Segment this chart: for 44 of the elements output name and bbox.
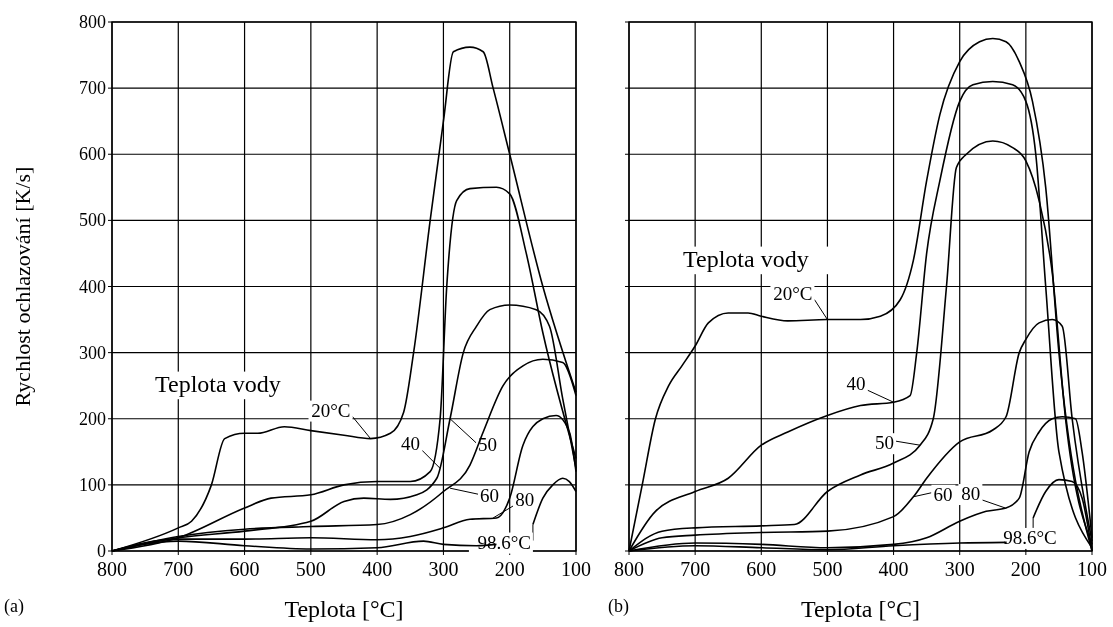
x-tick-label: 200 [494,558,525,580]
x-tick-label: 700 [163,558,194,580]
annotation: 80 [961,483,981,505]
x-tick-label: 800 [97,558,127,580]
x-tick-label: 600 [229,558,260,580]
x-tick-label: 300 [428,558,459,580]
x-tick-label: 100 [561,558,591,580]
text: (a) [4,596,24,617]
annotation: 40 [846,373,866,395]
annotation: 98.6°C [477,531,531,553]
annotation: Teplota vody [683,246,809,272]
annotation: 60 [480,485,500,507]
x-tick-label: 400 [878,558,909,580]
annotation: 40 [401,433,421,455]
x-tick-label: 700 [680,558,711,580]
annotation: 98.6°C [1003,526,1057,548]
x-tick-label: 600 [746,558,777,580]
x-axis-title: Teplota [°C] [284,596,404,622]
x-tick-label: 300 [944,558,975,580]
y-tick-label: 100 [79,474,106,495]
annotation: 20°C [311,399,351,421]
annotation: Teplota vody [155,371,281,397]
x-tick-label: 200 [1010,558,1041,580]
annotation: 50 [478,433,498,455]
y-axis-title: Rychlost ochlazování [K/s] [10,166,35,407]
y-tick-label: 200 [79,408,106,429]
x-axis-title: Teplota [°C] [800,596,921,622]
x-tick-label: 500 [812,558,843,580]
y-tick-label: 800 [79,12,106,32]
y-tick-label: 0 [97,541,106,561]
x-tick-label: 800 [614,558,644,580]
y-tick-label: 600 [79,144,106,165]
x-tick-label: 400 [362,558,393,580]
y-tick-label: 300 [79,342,106,363]
annotation: 50 [875,432,895,454]
annotation: 80 [515,488,535,510]
x-tick-label: 100 [1077,558,1107,580]
y-tick-label: 500 [79,210,106,231]
y-tick-label: 700 [79,78,106,99]
x-tick-label: 500 [295,558,326,580]
annotation: 20°C [773,282,813,304]
annotation: 60 [933,483,953,505]
text: (b) [608,596,629,617]
y-tick-label: 400 [79,276,106,297]
